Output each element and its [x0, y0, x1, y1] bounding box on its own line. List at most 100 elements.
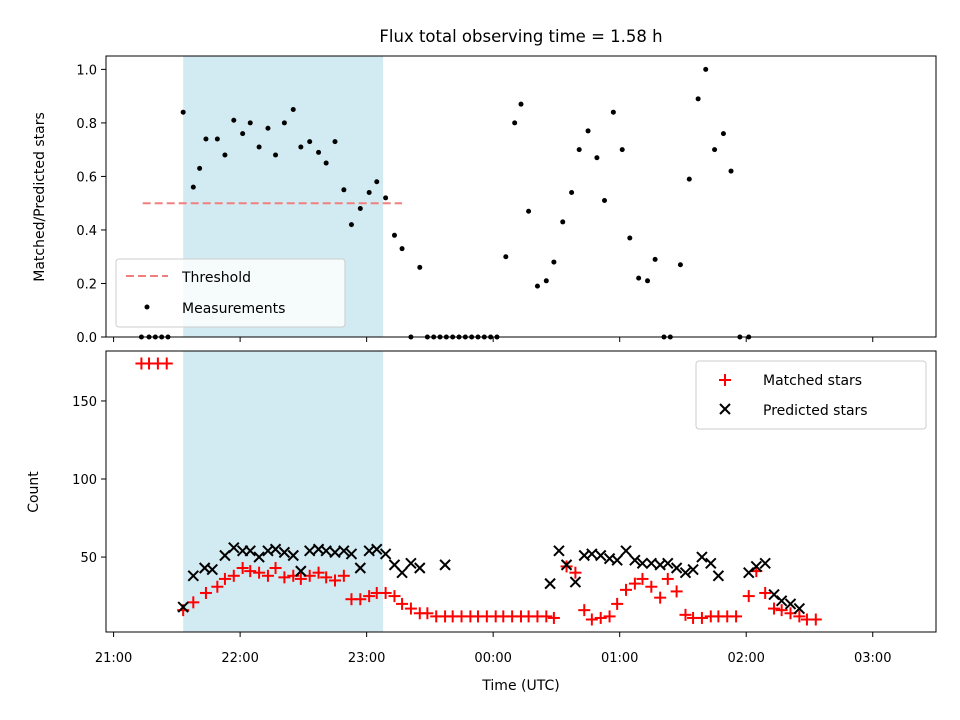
matched-point — [269, 561, 282, 574]
bottom-legend-box — [695, 360, 927, 430]
predicted-point — [354, 562, 367, 574]
measurement-point — [543, 278, 549, 284]
matched-point — [236, 561, 249, 574]
measurement-point — [627, 235, 633, 241]
measurement-point — [636, 275, 642, 281]
bottom-x-axis-label: Time (UTC) — [481, 678, 559, 694]
measurement-point — [203, 136, 209, 142]
measurement-point — [391, 232, 397, 238]
measurement-point — [256, 144, 262, 150]
legend-measurements-swatch — [144, 304, 150, 310]
matched-point — [603, 610, 616, 623]
matched-point — [329, 574, 342, 587]
measurement-point — [316, 149, 322, 155]
predicted-point — [177, 601, 189, 613]
measurement-point — [728, 168, 734, 174]
legend-measurements-label: Measurements — [182, 301, 285, 317]
top-y-ticks: 0.0 0.2 0.4 0.6 0.8 1.0 — [76, 63, 106, 346]
predicted-point — [253, 551, 265, 563]
matched-point — [187, 596, 200, 609]
bottom-x-tick-label: 21:00 — [95, 651, 132, 666]
measurement-point — [374, 179, 380, 185]
measurement-point — [645, 278, 651, 284]
bottom-x-tick-label: 00:00 — [474, 651, 511, 666]
predicted-point — [687, 563, 699, 576]
measurement-point — [526, 208, 532, 214]
matched-point — [244, 565, 257, 578]
matched-point — [560, 560, 573, 573]
measurement-point — [512, 120, 518, 126]
measurement-point — [417, 264, 423, 270]
measurement-point — [602, 198, 608, 204]
measurement-point — [569, 189, 575, 195]
measurement-point — [712, 147, 718, 153]
predicted-point — [439, 559, 451, 571]
matched-point — [585, 613, 598, 626]
predicted-point — [379, 548, 392, 560]
measurement-point — [197, 165, 203, 171]
matched-point — [421, 607, 434, 620]
legend-predicted-swatch — [719, 403, 731, 415]
predicted-point — [670, 562, 683, 574]
matched-point — [809, 613, 822, 626]
predicted-point — [750, 560, 763, 573]
predicted-point — [228, 541, 240, 554]
predicted-point — [560, 559, 573, 571]
measurement-point — [332, 139, 338, 145]
matched-point — [768, 602, 781, 615]
predicted-point — [187, 570, 200, 582]
predicted-point — [586, 548, 598, 560]
measurement-point — [383, 195, 389, 201]
bottom-panel: 50 100 150 21:00 22:00 23:00 00:00 01:00 02:00 0… — [26, 350, 937, 694]
measurement-point — [341, 187, 347, 193]
predicted-point — [329, 546, 341, 559]
predicted-point — [662, 557, 674, 570]
bottom-axes-frame — [105, 350, 937, 633]
legend-predicted-label: Predicted stars — [763, 403, 868, 419]
matched-point — [547, 611, 560, 624]
measurement-point — [610, 109, 616, 115]
predicted-point — [712, 570, 725, 582]
predicted-point — [269, 543, 282, 555]
measurement-point — [323, 160, 329, 166]
matched-point — [775, 604, 788, 617]
measurement-point — [265, 125, 271, 131]
matched-point — [695, 611, 708, 624]
top-axes-frame — [105, 55, 937, 338]
predicted-point — [629, 554, 641, 566]
predicted-point — [320, 545, 332, 557]
measurement-point — [534, 283, 540, 289]
predicted-point — [405, 557, 417, 570]
measurement-point — [290, 107, 296, 113]
top-y-axis-label: Matched/Predicted stars — [32, 112, 48, 282]
matched-point — [569, 566, 582, 579]
bottom-y-tick-label: 100 — [72, 473, 97, 488]
matched-point — [404, 602, 417, 615]
matched-point — [594, 611, 607, 624]
matched-point — [337, 569, 350, 582]
measurement-point — [247, 120, 253, 126]
top-legend-box — [115, 258, 346, 328]
predicted-point — [775, 595, 788, 607]
measurement-point — [560, 219, 566, 225]
bottom-legend: Matched stars Predicted stars — [695, 360, 927, 430]
measurement-point — [503, 254, 509, 260]
predicted-point — [595, 549, 607, 562]
measurement-point — [180, 109, 186, 115]
legend-matched-swatch — [719, 374, 731, 386]
top-y-tick-label: 0.0 — [76, 331, 97, 346]
bottom-x-tick-label: 23:00 — [348, 651, 385, 666]
highlight-interval-bottom — [183, 351, 384, 632]
measurement-point — [240, 131, 246, 137]
matched-point — [363, 590, 376, 603]
matched-point — [312, 566, 325, 579]
predicted-point — [345, 548, 358, 560]
matched-point — [620, 583, 633, 596]
bottom-y-tick-label: 50 — [80, 551, 97, 566]
bottom-x-tick-label: 03:00 — [854, 651, 891, 666]
top-y-tick-label: 1.0 — [76, 63, 97, 78]
matched-point — [793, 610, 806, 623]
measurement-point — [348, 222, 354, 228]
predicted-point — [244, 545, 256, 557]
measurement-point — [357, 206, 363, 212]
